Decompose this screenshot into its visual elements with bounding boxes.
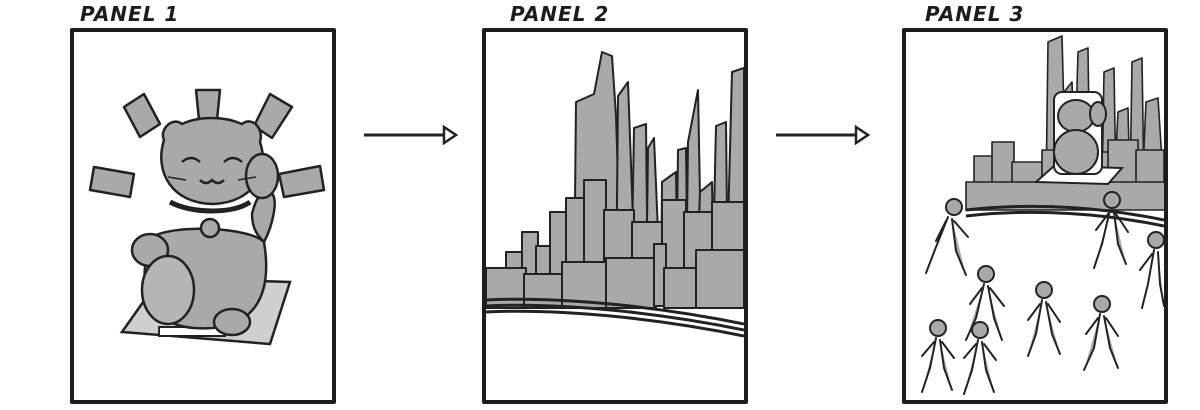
panel-1-label: PANEL 1 — [80, 2, 180, 26]
ray-left-top — [122, 92, 162, 139]
person-3 — [1139, 231, 1164, 309]
cat-head — [160, 116, 265, 206]
ray-left — [88, 165, 136, 199]
panel-2-frame — [482, 28, 748, 404]
person-7 — [921, 319, 955, 393]
panel-3-label: PANEL 3 — [925, 2, 1025, 26]
panel-3-frame — [902, 28, 1168, 404]
arrow-2 — [774, 124, 874, 146]
person-2 — [1093, 191, 1129, 269]
city-skyline-drawing — [486, 51, 744, 338]
ray-right-top — [252, 92, 294, 140]
cat-bell — [199, 217, 221, 239]
panel-2-label: PANEL 2 — [510, 2, 610, 26]
arrow-1 — [362, 124, 462, 146]
panel-1-frame — [70, 28, 336, 404]
person-8 — [963, 321, 997, 395]
person-1 — [925, 198, 969, 276]
person-4 — [965, 265, 1005, 341]
person-6 — [1083, 295, 1119, 371]
cat-raised-paw — [244, 152, 280, 200]
person-5 — [1027, 281, 1061, 357]
cat-belly — [140, 254, 196, 326]
crowd-city-drawing — [921, 35, 1164, 395]
ray-right — [277, 164, 326, 199]
beckoning-cat-drawing — [88, 88, 326, 346]
